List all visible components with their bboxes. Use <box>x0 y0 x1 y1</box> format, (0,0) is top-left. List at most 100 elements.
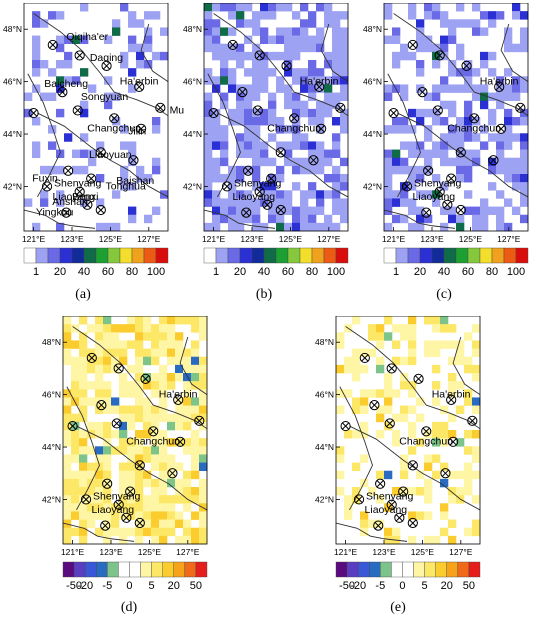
grid-cell <box>308 19 317 28</box>
grid-cell <box>448 470 457 480</box>
grid-cell <box>276 222 285 232</box>
grid-cell <box>183 478 192 488</box>
station-marker <box>155 102 166 113</box>
grid-cell <box>340 51 349 61</box>
x-tick-label: 121°E <box>22 234 46 244</box>
grid-cell <box>143 511 152 520</box>
station-label: Shenyang <box>366 491 413 503</box>
colorbar-swatch <box>413 561 425 578</box>
grid-cell <box>308 60 317 69</box>
grid-cell <box>127 364 136 374</box>
grid-cell <box>87 470 96 480</box>
grid-cell <box>127 316 136 325</box>
grid-cell <box>252 43 261 53</box>
grid-cell <box>432 117 441 126</box>
grid-cell <box>63 503 72 512</box>
station-marker <box>67 420 78 432</box>
grid-cell <box>56 76 65 85</box>
grid-cell <box>80 133 89 142</box>
grid-cell <box>400 117 409 126</box>
grid-cell <box>143 519 152 529</box>
grid-cell <box>236 165 245 175</box>
grid-cell <box>448 206 457 216</box>
station-marker <box>432 105 443 116</box>
grid-cell <box>472 149 481 159</box>
grid-cell <box>135 405 144 415</box>
grid-cell <box>95 389 104 398</box>
grid-cell <box>440 430 449 439</box>
x-tick-label: 127°E <box>176 547 200 557</box>
colorbar-swatch <box>323 247 337 264</box>
colorbar-label: 20 <box>414 266 426 278</box>
grid-cell <box>472 519 481 529</box>
x-tick-label: 121°E <box>202 234 226 244</box>
grid-cell <box>63 478 72 488</box>
border-line <box>62 522 135 542</box>
grid-cell <box>127 454 136 463</box>
grid-cell <box>384 527 393 537</box>
grid-cell <box>103 332 112 341</box>
colorbar-label: -20 <box>77 580 93 592</box>
grid-cell <box>340 84 349 93</box>
grid-cell <box>236 11 245 20</box>
station-marker <box>373 520 384 531</box>
grid-cell <box>276 165 285 175</box>
grid-cell <box>472 84 481 93</box>
grid-cell <box>424 149 433 159</box>
grid-cell <box>95 373 104 382</box>
grid-cell <box>480 51 489 61</box>
grid-cell <box>228 108 237 118</box>
grid-cell <box>71 373 80 382</box>
grid-cell <box>308 165 317 175</box>
station-marker <box>407 517 418 529</box>
grid-cell <box>127 381 136 390</box>
grid-cell <box>464 76 473 85</box>
station-marker <box>102 478 113 489</box>
station-marker <box>125 486 136 497</box>
grid-cell <box>384 35 393 45</box>
grid-cell <box>440 503 449 512</box>
grid-cell <box>400 214 409 224</box>
grid-cell <box>228 182 237 191</box>
y-tick-label: 48°N <box>315 337 334 347</box>
grid-cell <box>95 381 104 390</box>
grid-cell <box>160 27 169 36</box>
grid-cell <box>183 503 192 512</box>
grid-cell <box>120 182 129 191</box>
grid-cell <box>464 470 473 480</box>
grid-cell <box>88 84 97 93</box>
grid-cell <box>408 11 417 20</box>
grid-cell <box>512 157 521 167</box>
grid-cell <box>392 165 401 175</box>
grid-cell <box>472 470 481 480</box>
grid-cell <box>440 421 449 431</box>
grid-cell <box>284 3 293 12</box>
grid-cell <box>236 43 245 53</box>
grid-cell <box>368 519 377 529</box>
colorbar-swatch <box>227 247 241 264</box>
grid-cell <box>159 413 168 423</box>
grid-cell <box>64 35 73 45</box>
map-0: Qiqiha'erDaqingHa'erbinSongyuanBaichengM… <box>3 2 224 278</box>
grid-cell <box>300 157 309 167</box>
grid-cell <box>175 535 184 545</box>
grid-cell <box>316 198 325 207</box>
grid-cell <box>204 141 213 150</box>
station-label: Baicheng <box>44 78 88 90</box>
grid-cell <box>63 397 72 406</box>
grid-cell <box>144 214 153 224</box>
grid-cell <box>151 511 160 520</box>
grid-cell <box>48 68 57 77</box>
grid-cell <box>183 527 192 537</box>
grid-cell <box>79 348 88 358</box>
grid-cell <box>87 462 96 472</box>
grid-cell <box>228 27 237 36</box>
grid-cell <box>32 222 41 232</box>
grid-cell <box>167 373 176 382</box>
grid-cell <box>332 76 341 85</box>
grid-cell <box>212 43 221 53</box>
grid-cell <box>63 332 72 341</box>
grid-cell <box>472 373 481 382</box>
grid-cell <box>79 519 88 529</box>
